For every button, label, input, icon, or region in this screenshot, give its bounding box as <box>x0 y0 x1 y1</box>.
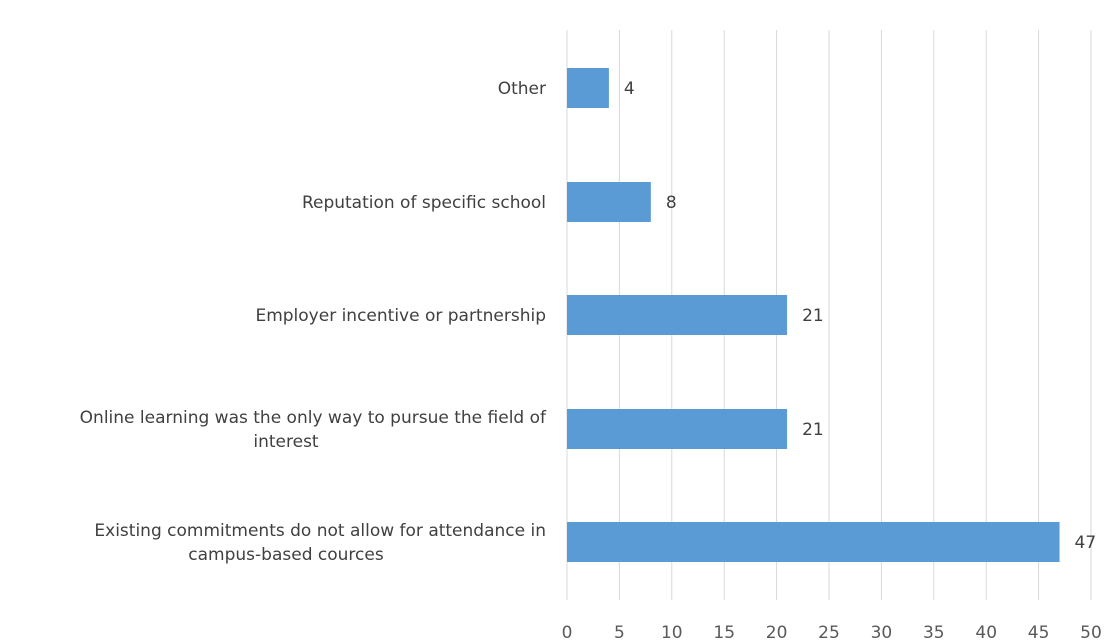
category-label-line: campus-based cources <box>188 545 384 565</box>
x-tick-label-0: 0 <box>562 623 573 643</box>
x-tick-label-15: 15 <box>713 623 735 643</box>
bar-2 <box>567 295 788 335</box>
x-tick-label-5: 5 <box>614 623 625 643</box>
category-label-1: Reputation of specific school <box>302 193 546 213</box>
bar-4 <box>567 522 1060 562</box>
data-label-2: 21 <box>802 306 824 326</box>
data-label-4: 47 <box>1075 533 1097 553</box>
x-tick-label-25: 25 <box>818 623 840 643</box>
category-label-4: Existing commitments do not allow for at… <box>94 521 546 565</box>
bar-1 <box>567 182 651 222</box>
data-label-3: 21 <box>802 420 824 440</box>
bar-3 <box>567 409 788 449</box>
category-label-line: Employer incentive or partnership <box>255 306 546 326</box>
x-tick-label-30: 30 <box>871 623 893 643</box>
x-tick-label-45: 45 <box>1028 623 1050 643</box>
category-label-line: Reputation of specific school <box>302 193 546 213</box>
x-axis-tick-labels: 0 5 10 15 20 25 30 35 40 45 50 <box>562 623 1102 643</box>
category-labels: Other Reputation of specific school Employ… <box>80 79 547 565</box>
category-label-line: Online learning was the only way to purs… <box>80 408 547 428</box>
x-tick-label-10: 10 <box>661 623 683 643</box>
category-label-3: Online learning was the only way to purs… <box>80 408 547 452</box>
bars <box>567 68 1060 562</box>
data-label-1: 8 <box>666 193 677 213</box>
category-label-line: Existing commitments do not allow for at… <box>94 521 546 541</box>
bar-0 <box>567 68 609 108</box>
data-label-0: 4 <box>624 79 635 99</box>
category-label-0: Other <box>498 79 546 99</box>
x-tick-label-20: 20 <box>766 623 788 643</box>
data-labels: 4 8 21 21 47 <box>624 79 1096 553</box>
category-label-line: interest <box>253 432 319 452</box>
x-tick-label-40: 40 <box>975 623 997 643</box>
category-label-line: Other <box>498 79 546 99</box>
x-tick-label-35: 35 <box>923 623 945 643</box>
category-label-2: Employer incentive or partnership <box>255 306 546 326</box>
x-tick-label-50: 50 <box>1080 623 1102 643</box>
